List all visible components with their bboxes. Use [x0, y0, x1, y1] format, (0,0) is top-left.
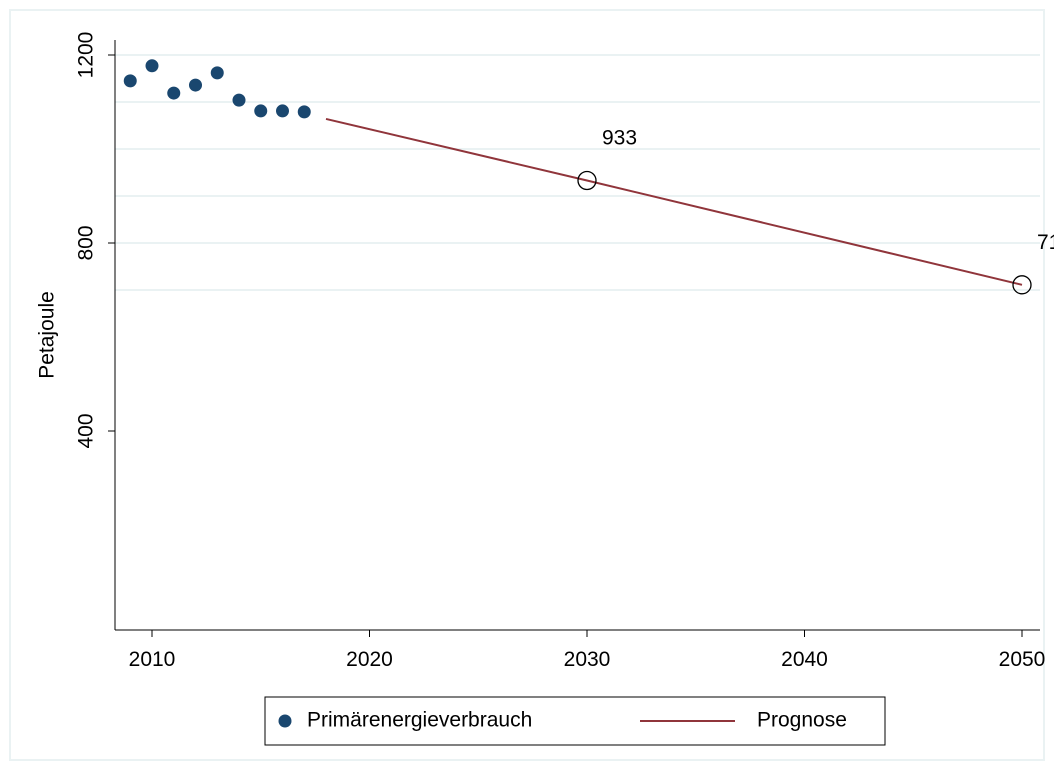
- data-point: [232, 93, 246, 107]
- x-tick-label: 2020: [346, 648, 393, 671]
- data-point: [189, 78, 202, 92]
- x-tick-label: 2050: [999, 648, 1046, 671]
- legend-box: [264, 696, 886, 746]
- y-tick-label: 800: [75, 225, 98, 260]
- frame: [9, 9, 1045, 761]
- legend-label: Prognose: [757, 709, 847, 732]
- data-point: [123, 74, 137, 88]
- x-tick-label: 2010: [129, 648, 176, 671]
- legend-label: Primärenergieverbrauch: [307, 709, 532, 732]
- legend-symbol: [278, 714, 292, 728]
- data-point: [210, 66, 224, 80]
- point-marker: [577, 170, 597, 191]
- data-point: [254, 104, 268, 118]
- data-point: [276, 104, 289, 118]
- data-point: [297, 105, 311, 119]
- point-marker: [1012, 275, 1032, 295]
- y-axis-label: Petajoule: [36, 291, 59, 379]
- data-label: 933: [602, 126, 637, 149]
- line: [325, 117, 1023, 286]
- y-tick-label: 1200: [75, 32, 98, 79]
- x-tick-label: 2040: [781, 648, 828, 671]
- y-tick-label: 400: [75, 413, 98, 448]
- data-point: [167, 86, 181, 100]
- x-tick-label: 2030: [564, 648, 611, 671]
- data-point: [145, 59, 159, 73]
- data-label: 711: [1037, 231, 1054, 254]
